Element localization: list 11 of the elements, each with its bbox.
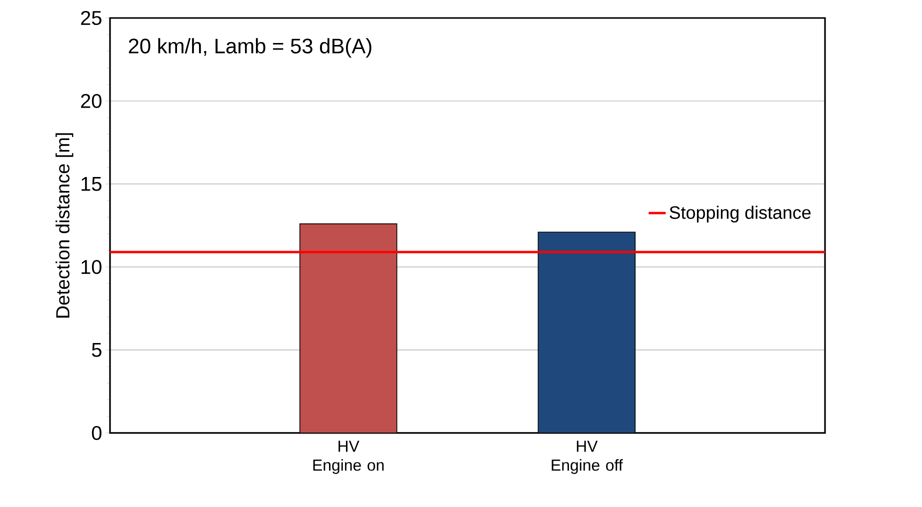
- y-tick-label: 25: [81, 10, 102, 26]
- y-axis-title: Detection distance [m]: [56, 133, 74, 318]
- x-tick-label: HV Engine off: [552, 440, 623, 474]
- y-tick-label: 0: [92, 426, 102, 440]
- x-tick-label: HV Engine on: [313, 440, 384, 474]
- y-tick-label: 20: [81, 94, 102, 108]
- annotation: 20 km/h, Lamb = 53 dB(A): [128, 38, 372, 58]
- legend-label: Stopping distance: [670, 206, 811, 223]
- y-tick-label: 15: [82, 177, 102, 191]
- y-tick-label: 10: [82, 260, 102, 274]
- y-tick-label: 5: [92, 343, 102, 357]
